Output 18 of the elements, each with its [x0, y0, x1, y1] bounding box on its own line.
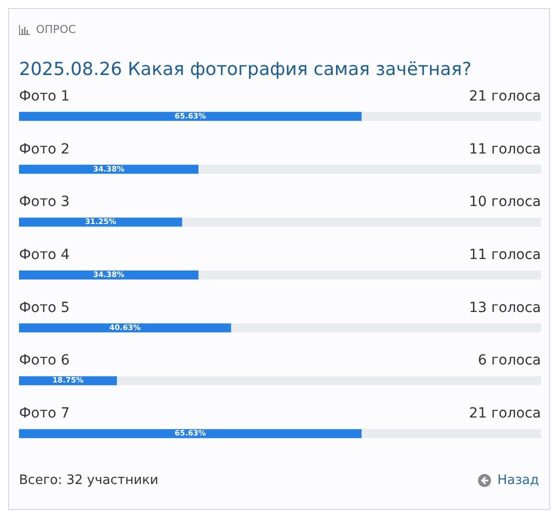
text: Всего: 32 участники: [19, 473, 158, 488]
annotation: 6 голоса: [478, 352, 541, 369]
annotation: 11 голоса: [469, 247, 541, 263]
y-tick-label: Фото 6: [19, 352, 70, 369]
annotation: 21 голоса: [469, 406, 541, 422]
text: Назад: [497, 473, 539, 488]
y-tick-label: Фото 2: [19, 141, 70, 158]
annotation: 13 голоса: [469, 300, 541, 316]
annotation: 11 голоса: [469, 141, 541, 158]
annotation: 21 голоса: [469, 88, 541, 104]
y-tick-label: Фото 1: [19, 88, 70, 104]
chart-subtitle: ОПРОС: [36, 23, 76, 36]
y-tick-label: Фото 5: [19, 300, 70, 316]
chart-title: 2025.08.26 Какая фотография самая зачётная?: [19, 59, 472, 80]
y-tick-label: Фото 4: [19, 247, 70, 263]
y-tick-label: Фото 7: [19, 406, 70, 422]
y-tick-label: Фото 3: [19, 194, 70, 210]
annotation: 10 голоса: [469, 194, 541, 210]
